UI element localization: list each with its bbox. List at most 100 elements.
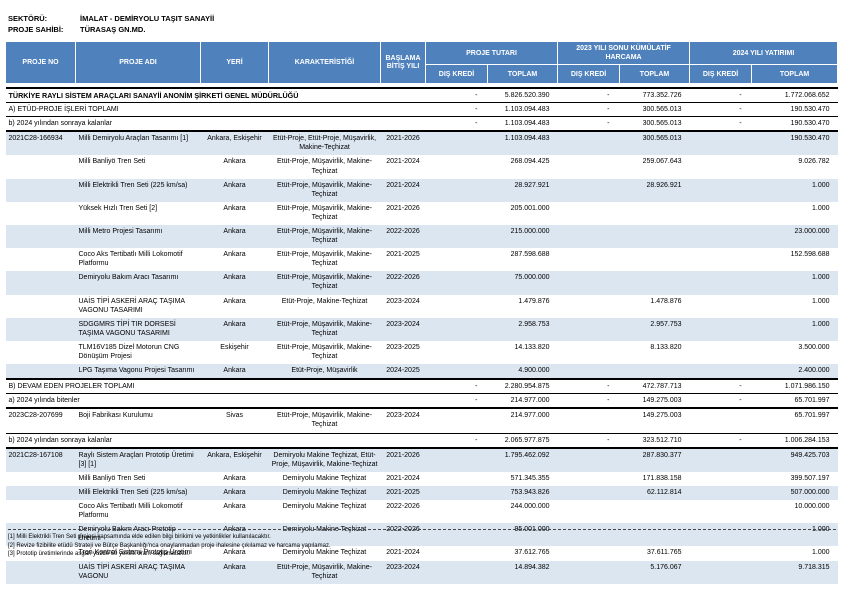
project-characteristic-cell: Demiryolu Makine Teçhizat xyxy=(268,485,381,501)
value-cell: - xyxy=(557,393,620,410)
value-cell xyxy=(689,178,752,202)
footnote-line: [2] Revize fizibilite etüdü Strateji ve … xyxy=(8,542,331,549)
value-cell: 1.006.284.153 xyxy=(751,432,838,449)
value-cell: 9.718.315 xyxy=(751,560,838,584)
section-label-cell: A) ETÜD-PROJE İŞLERİ TOPLAMI xyxy=(5,102,426,118)
value-cell xyxy=(426,295,488,318)
project-place-cell: Ankara xyxy=(200,178,269,202)
col-header-yeri: YERİ xyxy=(200,40,269,85)
value-cell xyxy=(558,295,620,318)
project-no-cell xyxy=(6,295,76,318)
project-no-cell xyxy=(6,341,76,364)
value-cell: 244.000.000 xyxy=(510,503,550,511)
project-years-cell: 2021-2024 xyxy=(386,549,420,557)
value-cell: 571.345.355 xyxy=(510,474,550,482)
value-cell xyxy=(558,408,620,433)
value-cell xyxy=(425,131,488,156)
project-years-cell: 2021-2025 xyxy=(380,485,426,501)
value-cell: 287.830.377 xyxy=(619,447,690,472)
project-name-cell: Milli Elektrikli Tren Seti (225 km/sa) xyxy=(75,485,201,501)
col-header-toplam-3: TOPLAM xyxy=(751,64,839,85)
value-cell xyxy=(426,202,488,225)
value-cell: - xyxy=(425,86,488,104)
value-cell xyxy=(557,485,620,501)
value-cell xyxy=(689,485,752,501)
project-row: Milli Metro Projesi Tasarımı Ankara Etüt-P… xyxy=(5,224,838,249)
company-row: TÜRKİYE RAYLI SİSTEM ARAÇLARI SANAYİİ AN… xyxy=(5,86,838,104)
sector-value: İMALAT - DEMİRYOLU TAŞIT SANAYİİ xyxy=(80,14,215,23)
value-cell: 287.598.688 xyxy=(510,251,550,259)
project-no-cell: 2021C28-166934 xyxy=(5,131,76,156)
value-cell: 3.500.000 xyxy=(798,343,830,351)
project-row: UAİS TİPİ ASKERİ ARAÇ TAŞIMA VAGONU TASA… xyxy=(6,295,838,318)
section-row: A) ETÜD-PROJE İŞLERİ TOPLAMI -1.103.094.4… xyxy=(5,102,838,118)
value-cell: 1.000 xyxy=(812,549,830,557)
project-row: Coco Aks Tertibatlı Milli Lokomotif Plat… xyxy=(6,248,838,271)
project-years-cell: 2021-2025 xyxy=(386,251,420,259)
col-group-2023-kumulatif-harcama: 2023 YILI SONU KÜMÜLATİF HARCAMA xyxy=(557,40,691,66)
footnote-line: [3] Prototip üretimlerinde asgari yüzde … xyxy=(8,551,190,558)
value-cell: 214.977.000 xyxy=(510,412,550,420)
value-cell: 323.512.710 xyxy=(619,432,690,449)
value-cell xyxy=(690,295,752,318)
value-cell: 1.071.986.150 xyxy=(751,378,838,395)
value-cell: 62.112.814 xyxy=(619,485,690,501)
project-no-cell xyxy=(6,248,76,271)
project-name-cell: Milli Demiryolu Araçları Tasarımı [1] xyxy=(75,131,201,156)
value-cell xyxy=(558,202,620,225)
value-cell xyxy=(619,364,690,380)
project-years-cell: 2021-2026 xyxy=(386,204,420,212)
project-years-cell: 2022-2026 xyxy=(380,224,426,249)
project-place-cell: Ankara xyxy=(223,204,246,212)
value-cell xyxy=(426,248,488,271)
project-name-cell: Demiryolu Bakım Aracı Tasarımı xyxy=(75,271,201,295)
sector-label: SEKTÖRÜ: xyxy=(8,14,48,23)
section-label-cell: B) DEVAM EDEN PROJELER TOPLAMI xyxy=(5,378,426,395)
project-no-cell xyxy=(5,178,76,202)
value-cell: 1.103.094.483 xyxy=(487,102,558,118)
project-name-cell: Milli Banliyö Tren Seti xyxy=(78,158,146,166)
value-cell: 190.530.470 xyxy=(751,131,838,156)
value-cell: 268.094.425 xyxy=(510,158,550,166)
value-cell xyxy=(689,560,752,584)
project-name-cell: LPG Taşıma Vagonu Projesi Tasarımı xyxy=(75,364,201,380)
project-name-cell: Coco Aks Tertibatlı Milli Lokomotif Plat… xyxy=(78,503,183,520)
project-no-cell xyxy=(6,500,76,523)
project-years-cell: 2023-2024 xyxy=(386,412,420,420)
project-years-cell: 2021-2026 xyxy=(380,447,426,472)
value-cell xyxy=(620,202,690,225)
value-cell xyxy=(425,485,488,501)
project-row: LPG Taşıma Vagonu Projesi Tasarımı Ankara… xyxy=(5,364,838,380)
value-cell: - xyxy=(689,393,752,410)
value-cell xyxy=(558,248,620,271)
value-cell: 1.000 xyxy=(751,271,838,295)
col-header-proje-adi: PROJE ADI xyxy=(75,40,201,85)
value-cell: 9.026.782 xyxy=(798,158,830,166)
project-no-cell xyxy=(5,485,76,501)
value-cell xyxy=(689,447,752,472)
project-characteristic-cell: Etüt-Proje, Müşavirlik, Makine-Teçhizat xyxy=(268,271,381,295)
value-cell xyxy=(619,224,690,249)
project-row: Coco Aks Tertibatlı Milli Lokomotif Plat… xyxy=(6,500,838,523)
value-cell: 1.479.876 xyxy=(518,297,550,305)
project-owner-value: TÜRASAŞ GN.MD. xyxy=(80,25,146,34)
value-cell: 190.530.470 xyxy=(751,102,838,118)
project-characteristic-cell: Etüt-Proje, Müşavirlik, Makine-Teçhizat xyxy=(268,224,381,249)
project-row: 2021C28-167108 Raylı Sistem Araçları Prot… xyxy=(5,447,838,472)
project-row: UAİS TİPİ ASKERİ ARAÇ TAŞIMA VAGONU Ankar… xyxy=(5,560,838,584)
value-cell xyxy=(557,317,620,341)
project-characteristic-cell: Etüt-Proje, Müşavirlik, Makine-Teçhizat xyxy=(277,158,372,175)
value-cell: 215.000.000 xyxy=(487,224,558,249)
project-no-cell xyxy=(6,155,76,178)
footnote-line: [1] Milli Elektrikli Tren Seti projesi k… xyxy=(8,534,271,540)
value-cell xyxy=(426,500,488,523)
value-cell xyxy=(557,178,620,202)
project-place-cell: Ankara xyxy=(200,224,269,249)
project-row: Milli Elektrikli Tren Seti (225 km/sa) An… xyxy=(5,178,838,202)
value-cell xyxy=(425,317,488,341)
value-cell xyxy=(619,271,690,295)
project-row: Yüksek Hızlı Tren Seti [2] Ankara Etüt-Pro… xyxy=(6,202,838,225)
project-years-cell: 2022-2026 xyxy=(380,271,426,295)
value-cell xyxy=(557,271,620,295)
value-cell xyxy=(557,131,620,156)
